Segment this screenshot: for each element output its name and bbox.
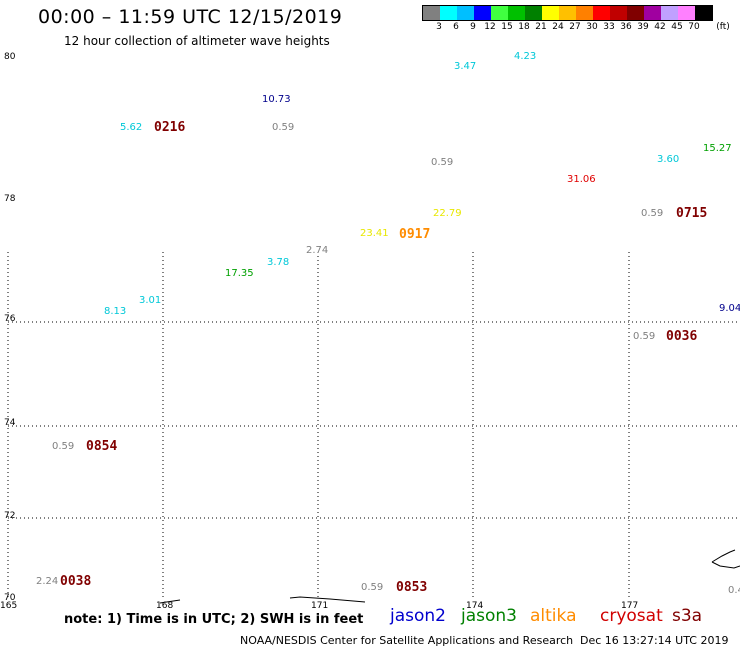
pass-time-label: 0715 (676, 206, 708, 221)
color-scale-label: 70 (688, 22, 700, 32)
color-scale-label: 33 (603, 22, 615, 32)
color-swatch (525, 6, 542, 20)
pass-time-label: 0917 (399, 227, 431, 242)
pass-time-label: 0853 (396, 580, 428, 595)
wave-height-label: 17.35 (225, 268, 254, 279)
page-subtitle: 12 hour collection of altimeter wave hei… (64, 34, 330, 48)
color-swatch (678, 6, 695, 20)
footnote: note: 1) Time is in UTC; 2) SWH is in fe… (64, 612, 364, 627)
color-scale-label: 18 (518, 22, 530, 32)
wave-height-label: 0.59 (52, 441, 75, 452)
wave-height-label: 4.23 (514, 51, 537, 62)
wave-height-label: 0.4 (728, 585, 740, 596)
lon-label-174: 174 (466, 601, 484, 611)
generated-timestamp: Dec 16 13:27:14 UTC 2019 (580, 634, 729, 647)
color-scale-label: 15 (501, 22, 513, 32)
wave-height-label: 0.59 (633, 331, 656, 342)
page-title: 00:00 – 11:59 UTC 12/15/2019 (38, 6, 343, 28)
color-swatch (474, 6, 491, 20)
color-scale-bar (422, 5, 713, 21)
color-swatch (610, 6, 627, 20)
color-swatch (661, 6, 678, 20)
wave-height-label: 31.06 (567, 174, 596, 185)
pass-time-label: 0854 (86, 439, 118, 454)
wave-height-label: 9.04 (719, 303, 740, 314)
color-swatch (576, 6, 593, 20)
color-scale-label: 9 (470, 22, 476, 32)
legend-altika: altika (530, 606, 577, 626)
grid-lines (7, 252, 740, 600)
wave-height-label: 23.41 (360, 228, 389, 239)
lat-label-72: 72 (4, 511, 16, 521)
wave-height-label: 3.01 (139, 295, 162, 306)
wave-height-label: 22.79 (433, 208, 462, 219)
color-swatch (627, 6, 644, 20)
color-scale-label: 39 (637, 22, 649, 32)
color-scale-label: (ft) (716, 22, 730, 32)
color-swatch (559, 6, 576, 20)
wave-height-label: 3.60 (657, 154, 680, 165)
color-swatch (542, 6, 559, 20)
lat-label-76: 76 (4, 314, 16, 324)
pass-time-label: 0216 (154, 120, 186, 135)
lat-label-74: 74 (4, 418, 16, 428)
lon-label-177: 177 (621, 601, 639, 611)
coastline (159, 549, 740, 604)
color-swatch (695, 6, 712, 20)
wave-height-label: 2.74 (306, 245, 329, 256)
credit-line: NOAA/NESDIS Center for Satellite Applica… (240, 634, 574, 647)
color-scale-label: 42 (654, 22, 666, 32)
lat-label-78: 78 (4, 194, 16, 204)
color-swatch (508, 6, 525, 20)
color-swatch (457, 6, 474, 20)
pass-time-label: 0038 (60, 574, 92, 589)
color-scale-label: 45 (671, 22, 683, 32)
color-scale-label: 30 (586, 22, 598, 32)
lon-label-171: 171 (311, 601, 329, 611)
wave-height-label: 0.59 (272, 122, 295, 133)
wave-height-label: 15.27 (703, 143, 732, 154)
legend-jason3: jason3 (461, 606, 517, 626)
color-scale-label: 12 (484, 22, 496, 32)
wave-height-label: 3.47 (454, 61, 477, 72)
legend-cryosat: cryosat (600, 606, 663, 626)
color-swatch (440, 6, 457, 20)
color-scale-labels: 3 6 9 12 15 18 21 24 27 30 33 36 39 42 45 70 (ft) (422, 22, 740, 34)
color-swatch (593, 6, 610, 20)
color-scale-label: 21 (535, 22, 547, 32)
color-scale-label: 6 (453, 22, 459, 32)
color-scale-label: 27 (569, 22, 581, 32)
lat-label-80: 80 (4, 52, 16, 62)
color-scale-label: 3 (436, 22, 442, 32)
lat-label-70: 70 (4, 593, 16, 603)
pass-time-label: 0036 (666, 329, 698, 344)
lon-label-168: 168 (156, 601, 174, 611)
color-scale-label: 24 (552, 22, 564, 32)
wave-height-label: 0.59 (431, 157, 454, 168)
lon-label-165: 165 (0, 601, 18, 611)
wave-height-label: 5.62 (120, 122, 143, 133)
color-swatch (491, 6, 508, 20)
legend-jason2: jason2 (390, 606, 446, 626)
wave-height-label: 0.59 (361, 582, 384, 593)
wave-height-label: 0.59 (641, 208, 664, 219)
color-scale-label: 36 (620, 22, 632, 32)
wave-height-label: 3.78 (267, 257, 290, 268)
color-swatch (644, 6, 661, 20)
wave-height-label: 8.13 (104, 306, 127, 317)
color-swatch (423, 6, 440, 20)
legend-s3a: s3a (672, 606, 703, 626)
wave-height-label: 2.24 (36, 576, 59, 587)
wave-height-label: 10.73 (262, 94, 291, 105)
